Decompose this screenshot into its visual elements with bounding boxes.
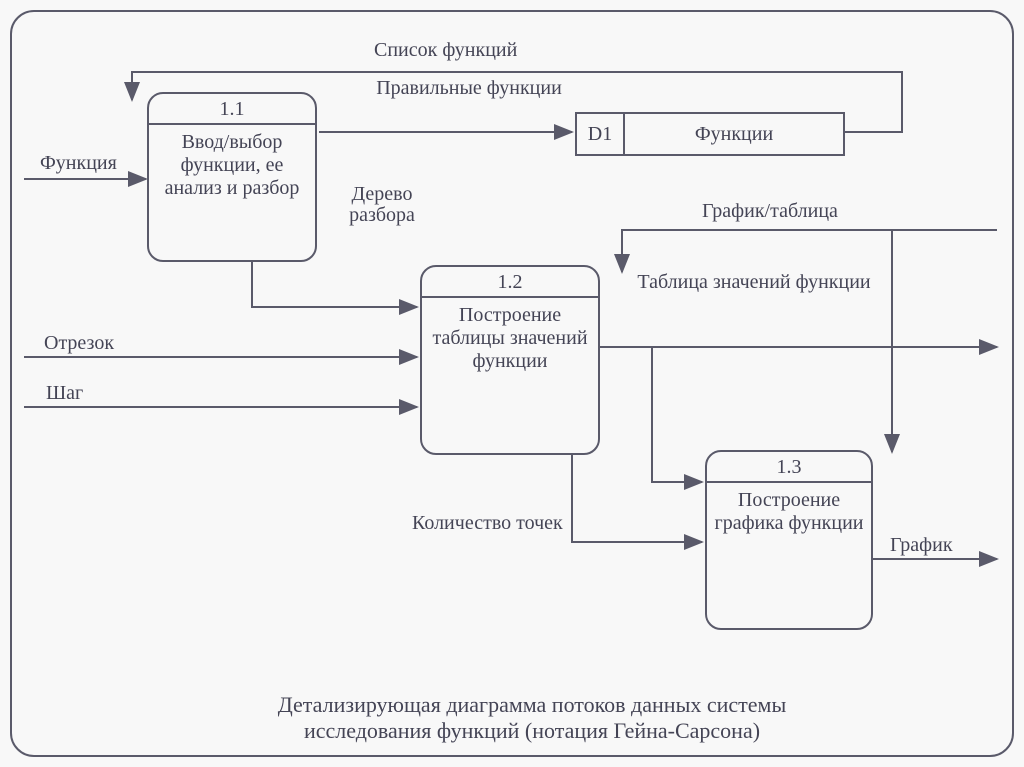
- process-1-3-text: Построение графика функции: [707, 483, 871, 541]
- lbl-num-points: Количество точек: [412, 512, 563, 535]
- lbl-parse-tree: Дерево разбора: [322, 184, 442, 226]
- process-1-1: 1.1 Ввод/выбор функции, ее анализ и разб…: [147, 92, 317, 262]
- caption-line2: исследования функций (нотация Гейна-Сарс…: [304, 718, 760, 743]
- caption-line1: Детализирующая диаграмма потоков данных …: [278, 692, 786, 717]
- diagram-frame: 1.1 Ввод/выбор функции, ее анализ и разб…: [10, 10, 1014, 757]
- lbl-otrezok: Отрезок: [44, 332, 114, 355]
- lbl-grafik: График: [890, 534, 953, 557]
- process-1-1-id: 1.1: [149, 94, 315, 125]
- lbl-shag: Шаг: [46, 382, 83, 405]
- datastore-d1-id: D1: [577, 114, 625, 154]
- process-1-2: 1.2 Построение таблицы значений функции: [420, 265, 600, 455]
- lbl-table-values: Таблица значений функции: [624, 272, 884, 293]
- process-1-2-id: 1.2: [422, 267, 598, 298]
- edge-parse-tree: [252, 262, 417, 307]
- process-1-3: 1.3 Построение графика функции: [705, 450, 873, 630]
- edge-graph-table-in-top: [622, 230, 997, 272]
- edge-num-points: [572, 455, 702, 542]
- process-1-3-id: 1.3: [707, 452, 871, 483]
- process-1-2-text: Построение таблицы значений функции: [422, 298, 598, 379]
- lbl-correct-funcs: Правильные функции: [359, 78, 579, 99]
- lbl-func-list: Список функций: [374, 39, 517, 62]
- datastore-d1-text: Функции: [625, 114, 843, 154]
- lbl-graph-table: График/таблица: [702, 200, 838, 223]
- process-1-1-text: Ввод/выбор функции, ее анализ и разбор: [149, 125, 315, 206]
- edge-table-to-p13: [652, 347, 702, 482]
- datastore-d1: D1 Функции: [575, 112, 845, 156]
- lbl-funktsiya: Функция: [40, 152, 117, 175]
- diagram-caption: Детализирующая диаграмма потоков данных …: [142, 692, 922, 745]
